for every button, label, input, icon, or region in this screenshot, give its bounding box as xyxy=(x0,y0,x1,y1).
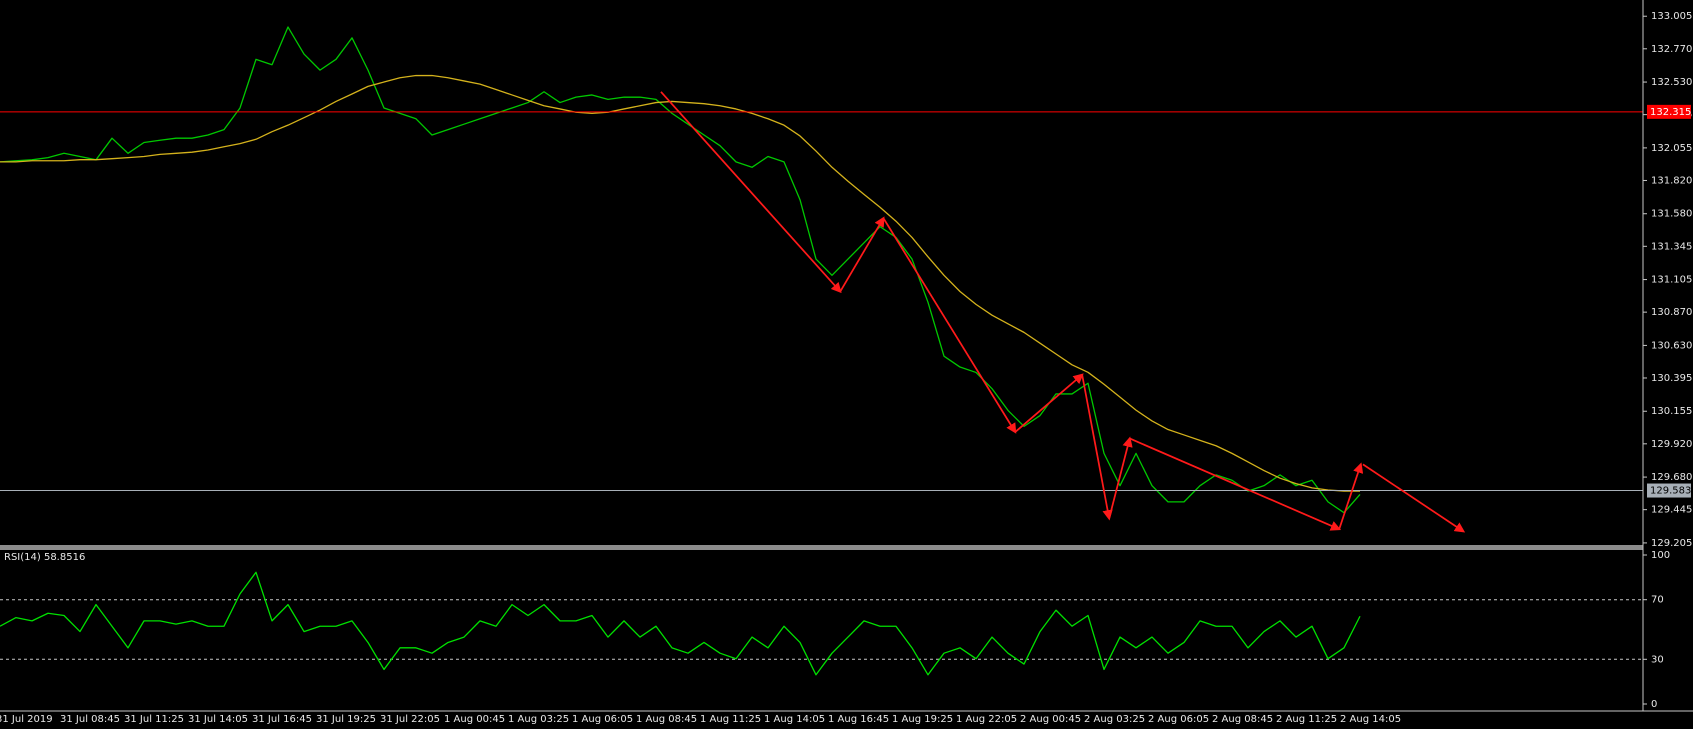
y-tick-label: 130.155 xyxy=(1651,406,1692,417)
x-tick-label: 1 Aug 11:25 xyxy=(700,714,761,725)
price-label-box xyxy=(1647,483,1691,498)
y-tick-label: 129.920 xyxy=(1651,439,1692,450)
x-tick-label: 2 Aug 14:05 xyxy=(1340,714,1401,725)
y-tick-label: 130.870 xyxy=(1651,307,1692,318)
arrow xyxy=(1081,374,1113,521)
x-tick-label: 31 Jul 2019 xyxy=(0,714,53,725)
price-label: 129.583 xyxy=(1650,486,1691,497)
rsi-title: RSI(14) 58.8516 xyxy=(4,552,85,563)
y-tick-label: 129.445 xyxy=(1651,505,1692,516)
x-tick-label: 31 Jul 16:45 xyxy=(252,714,312,725)
y-tick-label: 129.205 xyxy=(1651,538,1692,549)
x-tick-label: 1 Aug 14:05 xyxy=(764,714,825,725)
y-tick-label: 131.580 xyxy=(1651,209,1692,220)
arrow xyxy=(882,217,1017,434)
x-tick-label: 2 Aug 08:45 xyxy=(1212,714,1273,725)
arrow xyxy=(1129,437,1342,531)
x-tick-label: 1 Aug 03:25 xyxy=(508,714,569,725)
series-line xyxy=(0,571,1361,676)
x-tick-label: 31 Jul 08:45 xyxy=(60,714,120,725)
x-tick-label: 31 Jul 19:25 xyxy=(316,714,376,725)
y-tick-label: 132.530 xyxy=(1651,77,1692,88)
x-tick-label: 1 Aug 00:45 xyxy=(444,714,505,725)
series-line xyxy=(0,26,1361,514)
arrow xyxy=(1108,436,1133,519)
drawn-arrows xyxy=(660,91,1466,533)
x-tick-label: 1 Aug 06:05 xyxy=(572,714,633,725)
x-tick-label: 2 Aug 11:25 xyxy=(1276,714,1337,725)
y-tick-label: 131.820 xyxy=(1651,175,1692,186)
arrow xyxy=(660,91,842,294)
series-line xyxy=(0,74,1360,492)
y-tick-label: 100 xyxy=(1651,550,1670,561)
y-tick-label: 132.055 xyxy=(1651,143,1692,154)
x-tick-label: 1 Aug 16:45 xyxy=(828,714,889,725)
y-tick-label: 129.680 xyxy=(1651,472,1692,483)
x-tick-label: 31 Jul 22:05 xyxy=(380,714,440,725)
arrow xyxy=(1014,373,1084,433)
x-tick-label: 1 Aug 19:25 xyxy=(892,714,953,725)
y-tick-label: 131.345 xyxy=(1651,241,1692,252)
arrow xyxy=(1362,463,1466,533)
y-tick-label: 131.105 xyxy=(1651,275,1692,286)
y-tick-label: 130.630 xyxy=(1651,340,1692,351)
price-label-box xyxy=(1647,104,1691,119)
y-tick-label: 130.395 xyxy=(1651,373,1692,384)
y-tick-label: 70 xyxy=(1651,595,1664,606)
x-tick-label: 1 Aug 22:05 xyxy=(956,714,1017,725)
x-tick-label: 31 Jul 11:25 xyxy=(124,714,184,725)
x-tick-label: 1 Aug 08:45 xyxy=(636,714,697,725)
x-tick-label: 31 Jul 14:05 xyxy=(188,714,248,725)
x-tick-label: 2 Aug 03:25 xyxy=(1084,714,1145,725)
x-tick-label: 2 Aug 00:45 xyxy=(1020,714,1081,725)
y-tick-label: 133.005 xyxy=(1651,11,1692,22)
y-tick-label: 30 xyxy=(1651,654,1664,665)
y-tick-label: 0 xyxy=(1651,699,1657,710)
price-label: 132.315 xyxy=(1650,107,1691,118)
y-tick-label: 132.770 xyxy=(1651,44,1692,55)
arrow xyxy=(1338,462,1364,530)
arrow xyxy=(839,216,885,293)
panel-separator xyxy=(0,545,1643,550)
x-tick-label: 2 Aug 06:05 xyxy=(1148,714,1209,725)
